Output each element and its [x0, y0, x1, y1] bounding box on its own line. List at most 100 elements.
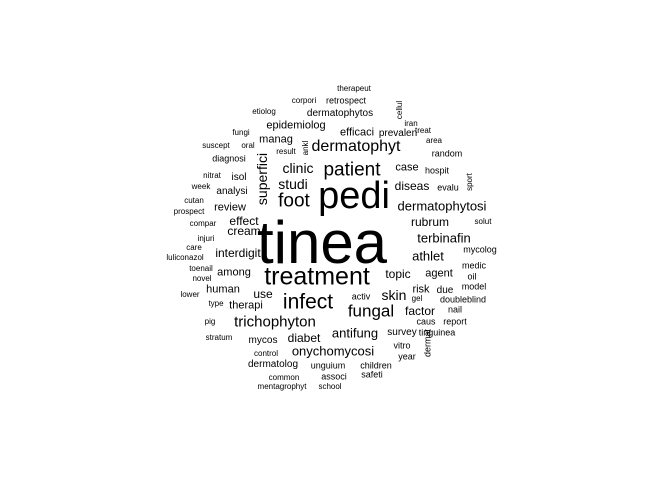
word: dermatophyt	[311, 138, 401, 155]
word: nail	[447, 304, 463, 315]
word: school	[318, 382, 342, 391]
word: sport	[465, 173, 474, 191]
word: survey	[387, 327, 417, 338]
word: doubleblind	[439, 294, 487, 305]
word: treat	[414, 126, 432, 135]
word: diseas	[394, 179, 430, 193]
word: etiolog	[252, 107, 276, 116]
word: dermatophytos	[306, 108, 374, 119]
word: gel	[411, 294, 423, 303]
word: pedi	[318, 175, 390, 217]
word: among	[217, 266, 251, 279]
word: care	[186, 243, 202, 252]
word: treatment	[264, 262, 370, 291]
word: prevalen	[378, 128, 418, 139]
word: cutan	[184, 196, 204, 205]
word: therapi	[229, 299, 263, 312]
word: risk	[412, 283, 430, 296]
word: activ	[351, 291, 371, 302]
word: lower	[180, 290, 200, 299]
word: due	[436, 285, 454, 296]
word: evalu	[437, 182, 459, 193]
word: analysi	[216, 186, 248, 197]
word: efficaci	[339, 126, 375, 139]
word: solut	[474, 217, 492, 226]
word: model	[461, 281, 487, 292]
word: clinic	[282, 160, 314, 176]
word: effect	[229, 214, 259, 228]
word: control	[253, 349, 279, 358]
word: iran	[404, 119, 418, 128]
word: safeti	[361, 369, 383, 380]
word: diagnosi	[212, 153, 246, 164]
word: week	[191, 182, 211, 191]
word: medic	[461, 260, 487, 271]
word: random	[431, 148, 463, 159]
word: mycos	[248, 335, 278, 346]
word: isol	[231, 172, 247, 183]
word: fungal	[347, 301, 395, 321]
word: nitrat	[203, 171, 221, 180]
word: manag	[259, 133, 293, 146]
word: oral	[241, 141, 255, 150]
word: terbinafin	[417, 230, 471, 246]
word: cream	[227, 224, 261, 238]
word: interdigit	[215, 246, 261, 260]
word: agent	[425, 267, 453, 280]
word: retrospect	[325, 95, 367, 106]
word: factor	[404, 304, 436, 318]
word: tinguinea	[418, 327, 456, 338]
word: report	[443, 316, 467, 327]
word: studi	[278, 176, 308, 192]
word: dermatophytosi	[397, 198, 487, 214]
word: compar	[189, 219, 217, 228]
word: tinea	[256, 209, 388, 276]
word: trichophyton	[234, 313, 316, 331]
word: cellul	[395, 100, 404, 120]
word: mentagrophyt	[257, 382, 307, 391]
word: toenail	[189, 264, 213, 273]
word: oil	[467, 271, 477, 282]
word: common	[268, 373, 300, 382]
word: children	[360, 360, 392, 371]
word: athlet	[412, 248, 444, 264]
word: rubrum	[410, 215, 450, 229]
word: year	[398, 351, 416, 362]
word: review	[214, 201, 246, 214]
word: novel	[192, 274, 212, 283]
word: type	[208, 299, 224, 308]
word: infect	[282, 290, 334, 314]
word: unguium	[310, 360, 346, 371]
word: injuri	[197, 234, 215, 243]
word: epidemiolog	[266, 119, 326, 132]
word: associ	[321, 371, 347, 382]
word: onychomycosi	[291, 343, 375, 359]
word: antifung	[331, 325, 379, 341]
word: mycolog	[463, 244, 497, 255]
word: hospit	[424, 165, 450, 176]
word: result	[276, 147, 296, 156]
word: corpori	[291, 96, 317, 105]
word: patient	[323, 159, 381, 181]
word: use	[253, 287, 273, 301]
word: fungi	[232, 128, 250, 137]
word: skin	[381, 287, 407, 303]
word: diabet	[287, 331, 321, 345]
word: therapeut	[337, 84, 371, 93]
word: case	[395, 161, 419, 174]
word: area	[425, 136, 443, 145]
word: dermatolog	[247, 359, 299, 370]
word: stratum	[205, 333, 233, 342]
word: superfici	[254, 152, 270, 206]
word: luliconazol	[166, 253, 204, 262]
word: caus	[416, 316, 436, 327]
word: suscept	[202, 141, 230, 150]
word: ankl	[301, 140, 310, 156]
word: vitro	[393, 340, 411, 351]
word: pig	[204, 317, 216, 326]
word: foot	[278, 190, 310, 212]
word: human	[206, 283, 240, 296]
word: prospect	[173, 207, 205, 216]
word: topic	[385, 267, 411, 281]
